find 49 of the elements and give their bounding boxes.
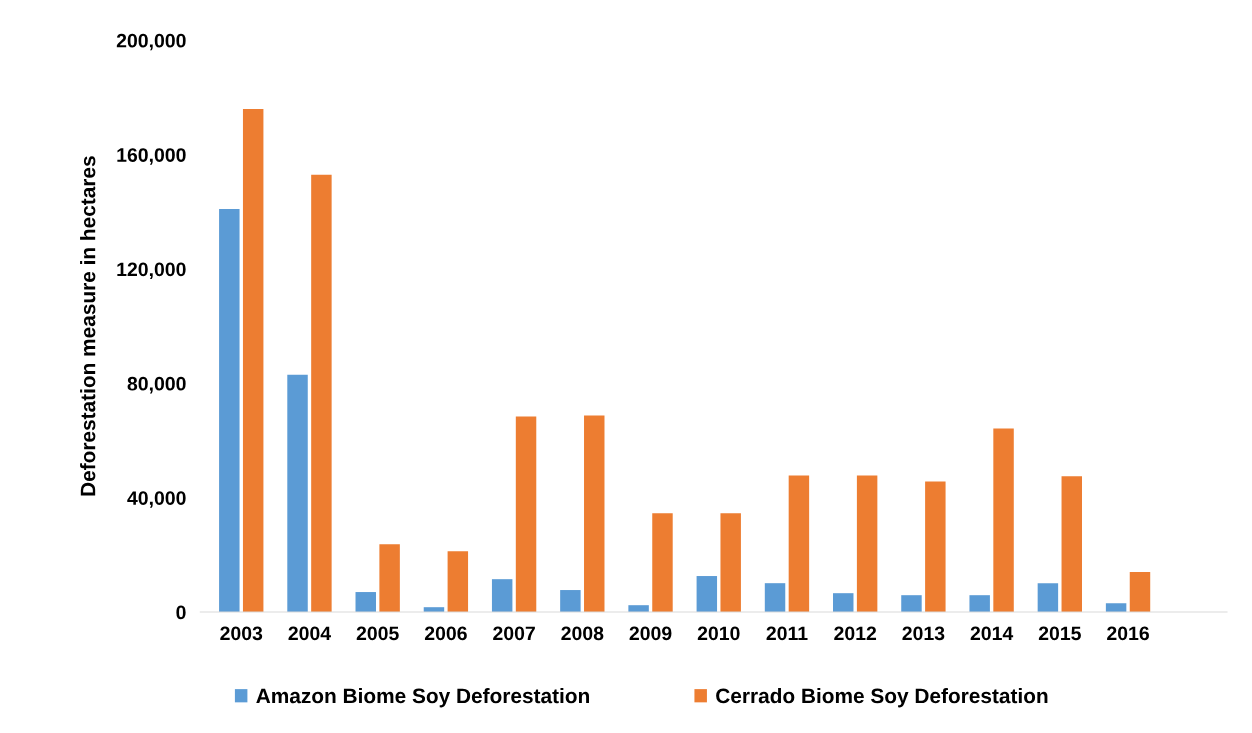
legend-label: Cerrado Biome Soy Deforestation: [716, 687, 1048, 708]
bar: [993, 428, 1014, 613]
legend-label: Amazon Biome Soy Deforestation: [256, 687, 589, 708]
y-tick-label: 120,000: [117, 262, 186, 280]
y-tick-label: 80,000: [127, 376, 186, 394]
bar: [491, 579, 513, 613]
x-tick-label: 2011: [766, 626, 808, 641]
bar: [287, 374, 308, 613]
y-tick-label: 0: [176, 605, 186, 620]
bar: [856, 475, 878, 613]
bar: [311, 174, 332, 613]
bar: [447, 551, 469, 613]
x-tick-label: 2013: [902, 626, 945, 641]
x-tick-label: 2015: [1038, 626, 1081, 641]
bar: [1129, 572, 1151, 613]
bar: [379, 544, 400, 613]
bar: [515, 416, 537, 613]
y-tick-label: 200,000: [116, 33, 186, 51]
x-tick-label: 2004: [288, 626, 331, 641]
bar: [1061, 476, 1082, 613]
bar: [833, 593, 854, 613]
bar: [1037, 583, 1059, 613]
y-axis-title: Deforestation measure in hectares: [80, 156, 96, 496]
bar: [584, 415, 605, 613]
bar: [925, 481, 946, 613]
bar: [969, 595, 990, 613]
bar: [355, 592, 376, 613]
bar: [628, 605, 649, 613]
y-tick-label: 40,000: [127, 491, 186, 508]
x-tick-label: 2005: [356, 626, 399, 641]
bar: [788, 475, 810, 613]
x-tick-label: 2007: [493, 626, 535, 641]
x-tick-label: 2016: [1107, 626, 1149, 641]
x-tick-label: 2003: [220, 626, 263, 641]
x-tick-label: 2012: [834, 626, 877, 641]
bar: [219, 208, 240, 613]
bar: [764, 583, 786, 613]
x-tick-label: 2008: [561, 626, 604, 641]
bar: [901, 595, 922, 613]
x-tick-label: 2010: [697, 626, 740, 641]
bar: [652, 513, 673, 613]
x-tick-label: 2009: [629, 626, 672, 641]
x-tick-label: 2006: [424, 626, 467, 641]
bar: [720, 513, 741, 613]
bar: [560, 590, 581, 613]
bar: [696, 576, 718, 613]
y-tick-label: 160,000: [117, 148, 186, 165]
x-tick-label: 2014: [970, 626, 1014, 641]
bar: [242, 108, 264, 613]
